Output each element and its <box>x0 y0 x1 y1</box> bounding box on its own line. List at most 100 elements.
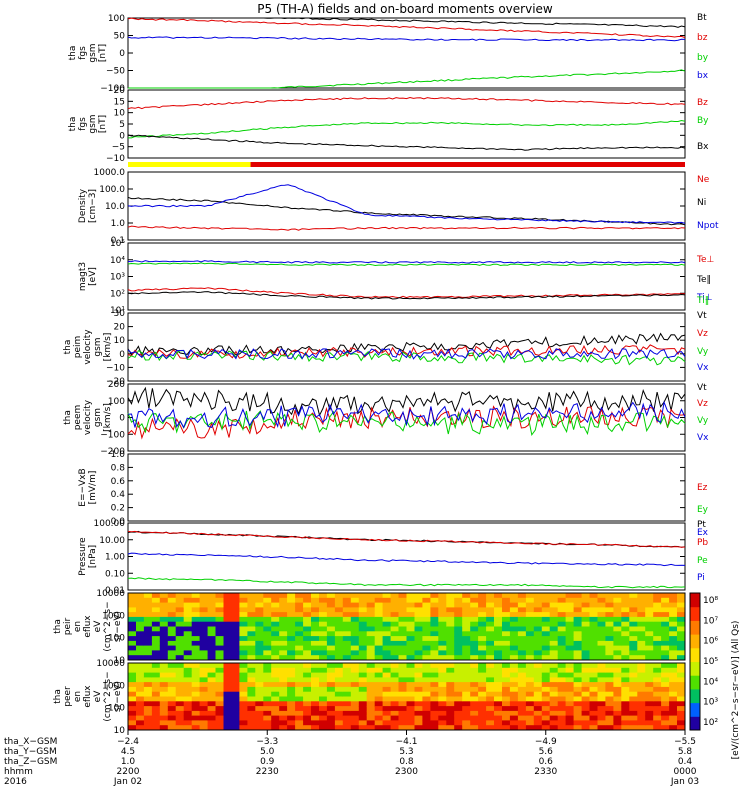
heatmap-cell <box>517 672 527 678</box>
heatmap-cell <box>374 621 384 627</box>
heatmap-cell <box>454 686 463 693</box>
heatmap-cell <box>494 701 503 707</box>
heatmap-cell <box>295 710 304 717</box>
heatmap-cell <box>136 593 145 599</box>
heatmap-cell <box>358 621 368 627</box>
heatmap-cell <box>287 616 296 623</box>
heatmap-cell <box>183 597 193 604</box>
heatmap-cell <box>231 640 240 647</box>
heatmap-cell <box>151 607 161 613</box>
heatmap-cell <box>438 706 447 712</box>
heatmap-cell <box>159 645 169 651</box>
heatmap-cell <box>247 626 256 632</box>
y-axis-label: peim <box>73 336 83 359</box>
series-line-Ne <box>127 225 686 231</box>
heatmap-cell <box>167 593 177 599</box>
heatmap-cell <box>167 612 177 618</box>
heatmap-cell <box>414 696 423 702</box>
heatmap-cell <box>541 682 551 688</box>
heatmap-cell <box>215 706 224 712</box>
heatmap-cell <box>573 677 583 683</box>
heatmap-cell <box>430 682 439 688</box>
heatmap-cell <box>478 650 487 656</box>
heatmap-cell <box>470 636 479 642</box>
y-tick-label: −10 <box>106 154 125 164</box>
heatmap-cell <box>533 667 543 674</box>
heatmap-cell <box>462 710 471 717</box>
legend-Bt: Bt <box>697 13 707 23</box>
heatmap-cell <box>637 636 646 642</box>
heatmap-cell <box>677 607 686 613</box>
heatmap-cell <box>342 672 352 678</box>
heatmap-cell <box>390 710 400 717</box>
heatmap-cell <box>295 691 304 697</box>
heatmap-cell <box>549 650 559 656</box>
heatmap-cell <box>677 593 686 599</box>
heatmap-cell <box>438 715 447 721</box>
heatmap-cell <box>597 621 606 627</box>
heatmap-cell <box>271 663 280 669</box>
heatmap-cell <box>509 672 519 678</box>
heatmap-cell <box>128 720 137 726</box>
heatmap-cell <box>247 672 256 678</box>
heatmap-cell <box>263 655 272 661</box>
heatmap-cell <box>287 650 296 656</box>
heatmap-cell <box>677 701 686 707</box>
heatmap-cell <box>653 720 662 726</box>
heatmap-cell <box>263 626 272 632</box>
heatmap-cell <box>589 701 598 707</box>
heatmap-cell <box>374 677 384 683</box>
heatmap-cell <box>231 715 240 721</box>
heatmap-cell <box>326 607 336 613</box>
heatmap-cell <box>414 691 423 697</box>
heatmap-cell <box>454 701 463 707</box>
heatmap-cell <box>350 706 360 712</box>
heatmap-cell <box>533 593 543 599</box>
heatmap-cell <box>159 626 169 632</box>
heatmap-cell <box>478 621 487 627</box>
heatmap-cell <box>549 682 559 688</box>
heatmap-cell <box>398 593 407 599</box>
heatmap-cell <box>422 715 431 721</box>
heatmap-cell <box>573 715 583 721</box>
heatmap-cell <box>207 706 217 712</box>
heatmap-cell <box>470 593 479 599</box>
legend-Ez: Ez <box>697 483 708 493</box>
heatmap-cell <box>215 612 224 618</box>
heatmap-cell <box>167 667 177 674</box>
heatmap-cell <box>311 626 320 632</box>
heatmap-cell <box>573 706 583 712</box>
heatmap-cell <box>255 645 264 651</box>
heatmap-cell <box>223 607 232 613</box>
heatmap-cell <box>430 602 439 608</box>
heatmap-cell <box>438 607 447 613</box>
heatmap-cell <box>231 667 240 674</box>
heatmap-cell <box>414 650 423 656</box>
heatmap-cell <box>549 616 559 623</box>
heatmap-cell <box>446 602 455 608</box>
heatmap-cell <box>271 640 280 647</box>
heatmap-cell <box>613 621 622 627</box>
heatmap-cell <box>215 677 224 683</box>
heatmap-cell <box>653 706 662 712</box>
heatmap-cell <box>462 682 471 688</box>
x-tick-label: 2300 <box>395 767 418 777</box>
y-tick-label: 10000 <box>96 589 125 599</box>
colorbar-step <box>690 702 700 717</box>
y-axis-label: Density <box>78 188 88 223</box>
heatmap-cell <box>573 686 583 693</box>
heatmap-cell <box>525 706 535 712</box>
heatmap-cell <box>215 672 224 678</box>
y-tick-label: 1000 <box>102 611 125 621</box>
series-line-Pb <box>127 530 686 548</box>
heatmap-cell <box>342 621 352 627</box>
heatmap-cell <box>143 645 153 651</box>
heatmap-cell <box>454 677 463 683</box>
heatmap-cell <box>263 682 272 688</box>
heatmap-cell <box>390 677 400 683</box>
heatmap-cell <box>605 593 614 599</box>
heatmap-cell <box>414 607 423 613</box>
heatmap-cell <box>326 626 336 632</box>
